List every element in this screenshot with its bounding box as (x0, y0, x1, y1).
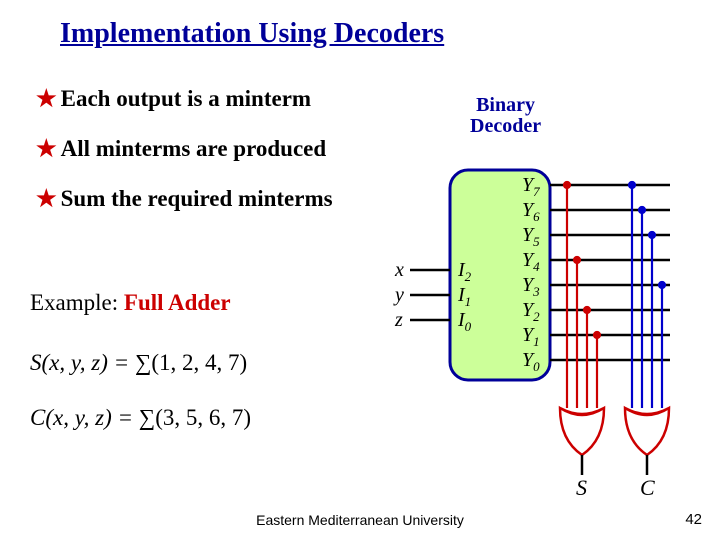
out-s: S (576, 475, 587, 500)
s-wires (564, 182, 600, 410)
example-line: Example: Full Adder (30, 290, 231, 316)
star-icon: ★ (36, 185, 57, 211)
c-wires (629, 182, 665, 410)
bullet-1: ★Each output is a minterm (36, 85, 311, 112)
bullet-3: ★Sum the required minterms (36, 185, 333, 212)
star-icon: ★ (36, 135, 57, 161)
or-gate-c (625, 408, 669, 475)
eq-c: C(x, y, z) = ∑(3, 5, 6, 7) (30, 405, 251, 431)
bullet-2: ★All minterms are produced (36, 135, 326, 162)
in-y: y (393, 284, 404, 306)
slide-number: 42 (685, 511, 702, 528)
footer: Eastern Mediterranean University (0, 512, 720, 528)
page-title: Implementation Using Decoders (60, 18, 444, 50)
or-gate-s (560, 408, 604, 475)
out-c: C (640, 475, 655, 500)
decoder-diagram: x I2 y I1 z I0 Y7 Y6 Y5 Y4 Y3 Y2 Y1 Y0 (370, 90, 700, 510)
star-icon: ★ (36, 85, 57, 111)
eq-s: S(x, y, z) = ∑(1, 2, 4, 7) (30, 350, 247, 376)
in-x: x (394, 259, 404, 281)
in-z: z (394, 309, 403, 331)
